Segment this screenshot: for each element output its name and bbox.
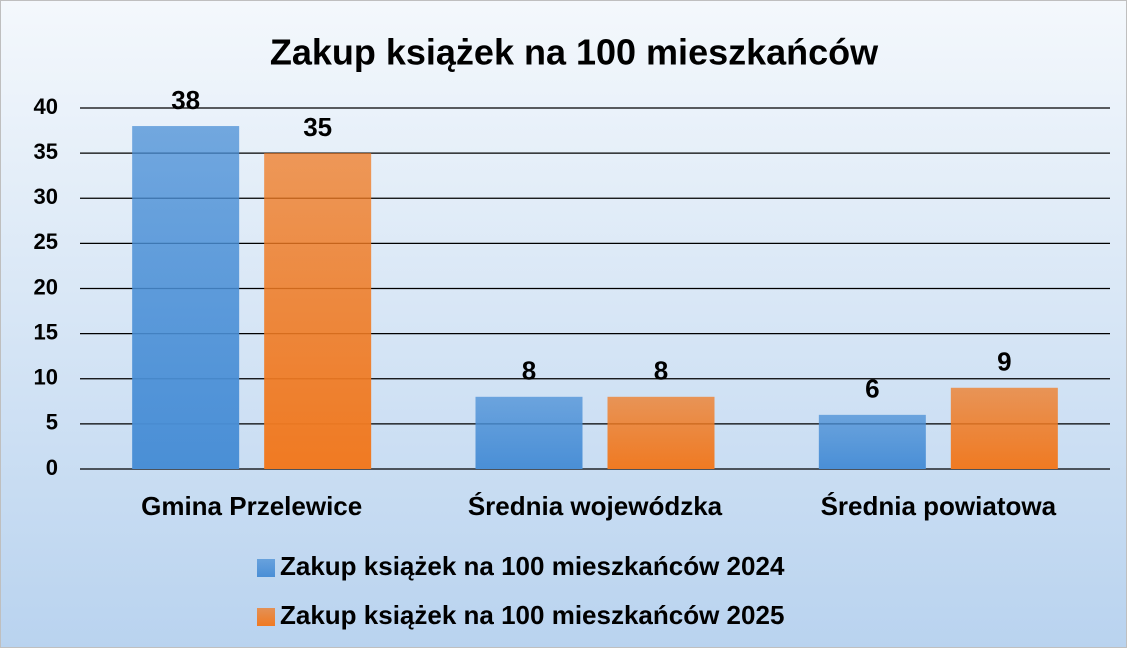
bar (607, 396, 715, 469)
data-label: 38 (171, 85, 200, 115)
y-tick-label: 35 (34, 139, 58, 164)
bar (950, 387, 1058, 469)
chart-title: Zakup książek na 100 mieszkańców (270, 32, 879, 73)
legend-swatch (257, 608, 275, 626)
x-tick-label: Gmina Przelewice (141, 491, 362, 521)
bar (475, 396, 583, 469)
data-label: 8 (522, 356, 536, 386)
bar (132, 126, 240, 470)
y-tick-label: 20 (34, 274, 58, 299)
y-tick-label: 30 (34, 184, 58, 209)
x-tick-label: Średnia powiatowa (821, 491, 1057, 521)
legend-label: Zakup książek na 100 mieszkańców 2025 (280, 600, 784, 630)
y-tick-label: 10 (34, 365, 58, 390)
x-tick-label: Średnia wojewódzka (468, 491, 723, 521)
data-label: 8 (654, 356, 668, 386)
bar (264, 153, 372, 469)
data-label: 9 (997, 347, 1011, 377)
data-label: 35 (303, 112, 332, 142)
bar (818, 414, 926, 469)
y-tick-label: 25 (34, 229, 58, 254)
y-tick-label: 0 (46, 455, 58, 480)
y-tick-label: 5 (46, 410, 58, 435)
data-label: 6 (865, 374, 879, 404)
legend-swatch (257, 559, 275, 577)
y-tick-label: 40 (34, 94, 58, 119)
legend-label: Zakup książek na 100 mieszkańców 2024 (280, 551, 785, 581)
y-tick-label: 15 (34, 319, 58, 344)
